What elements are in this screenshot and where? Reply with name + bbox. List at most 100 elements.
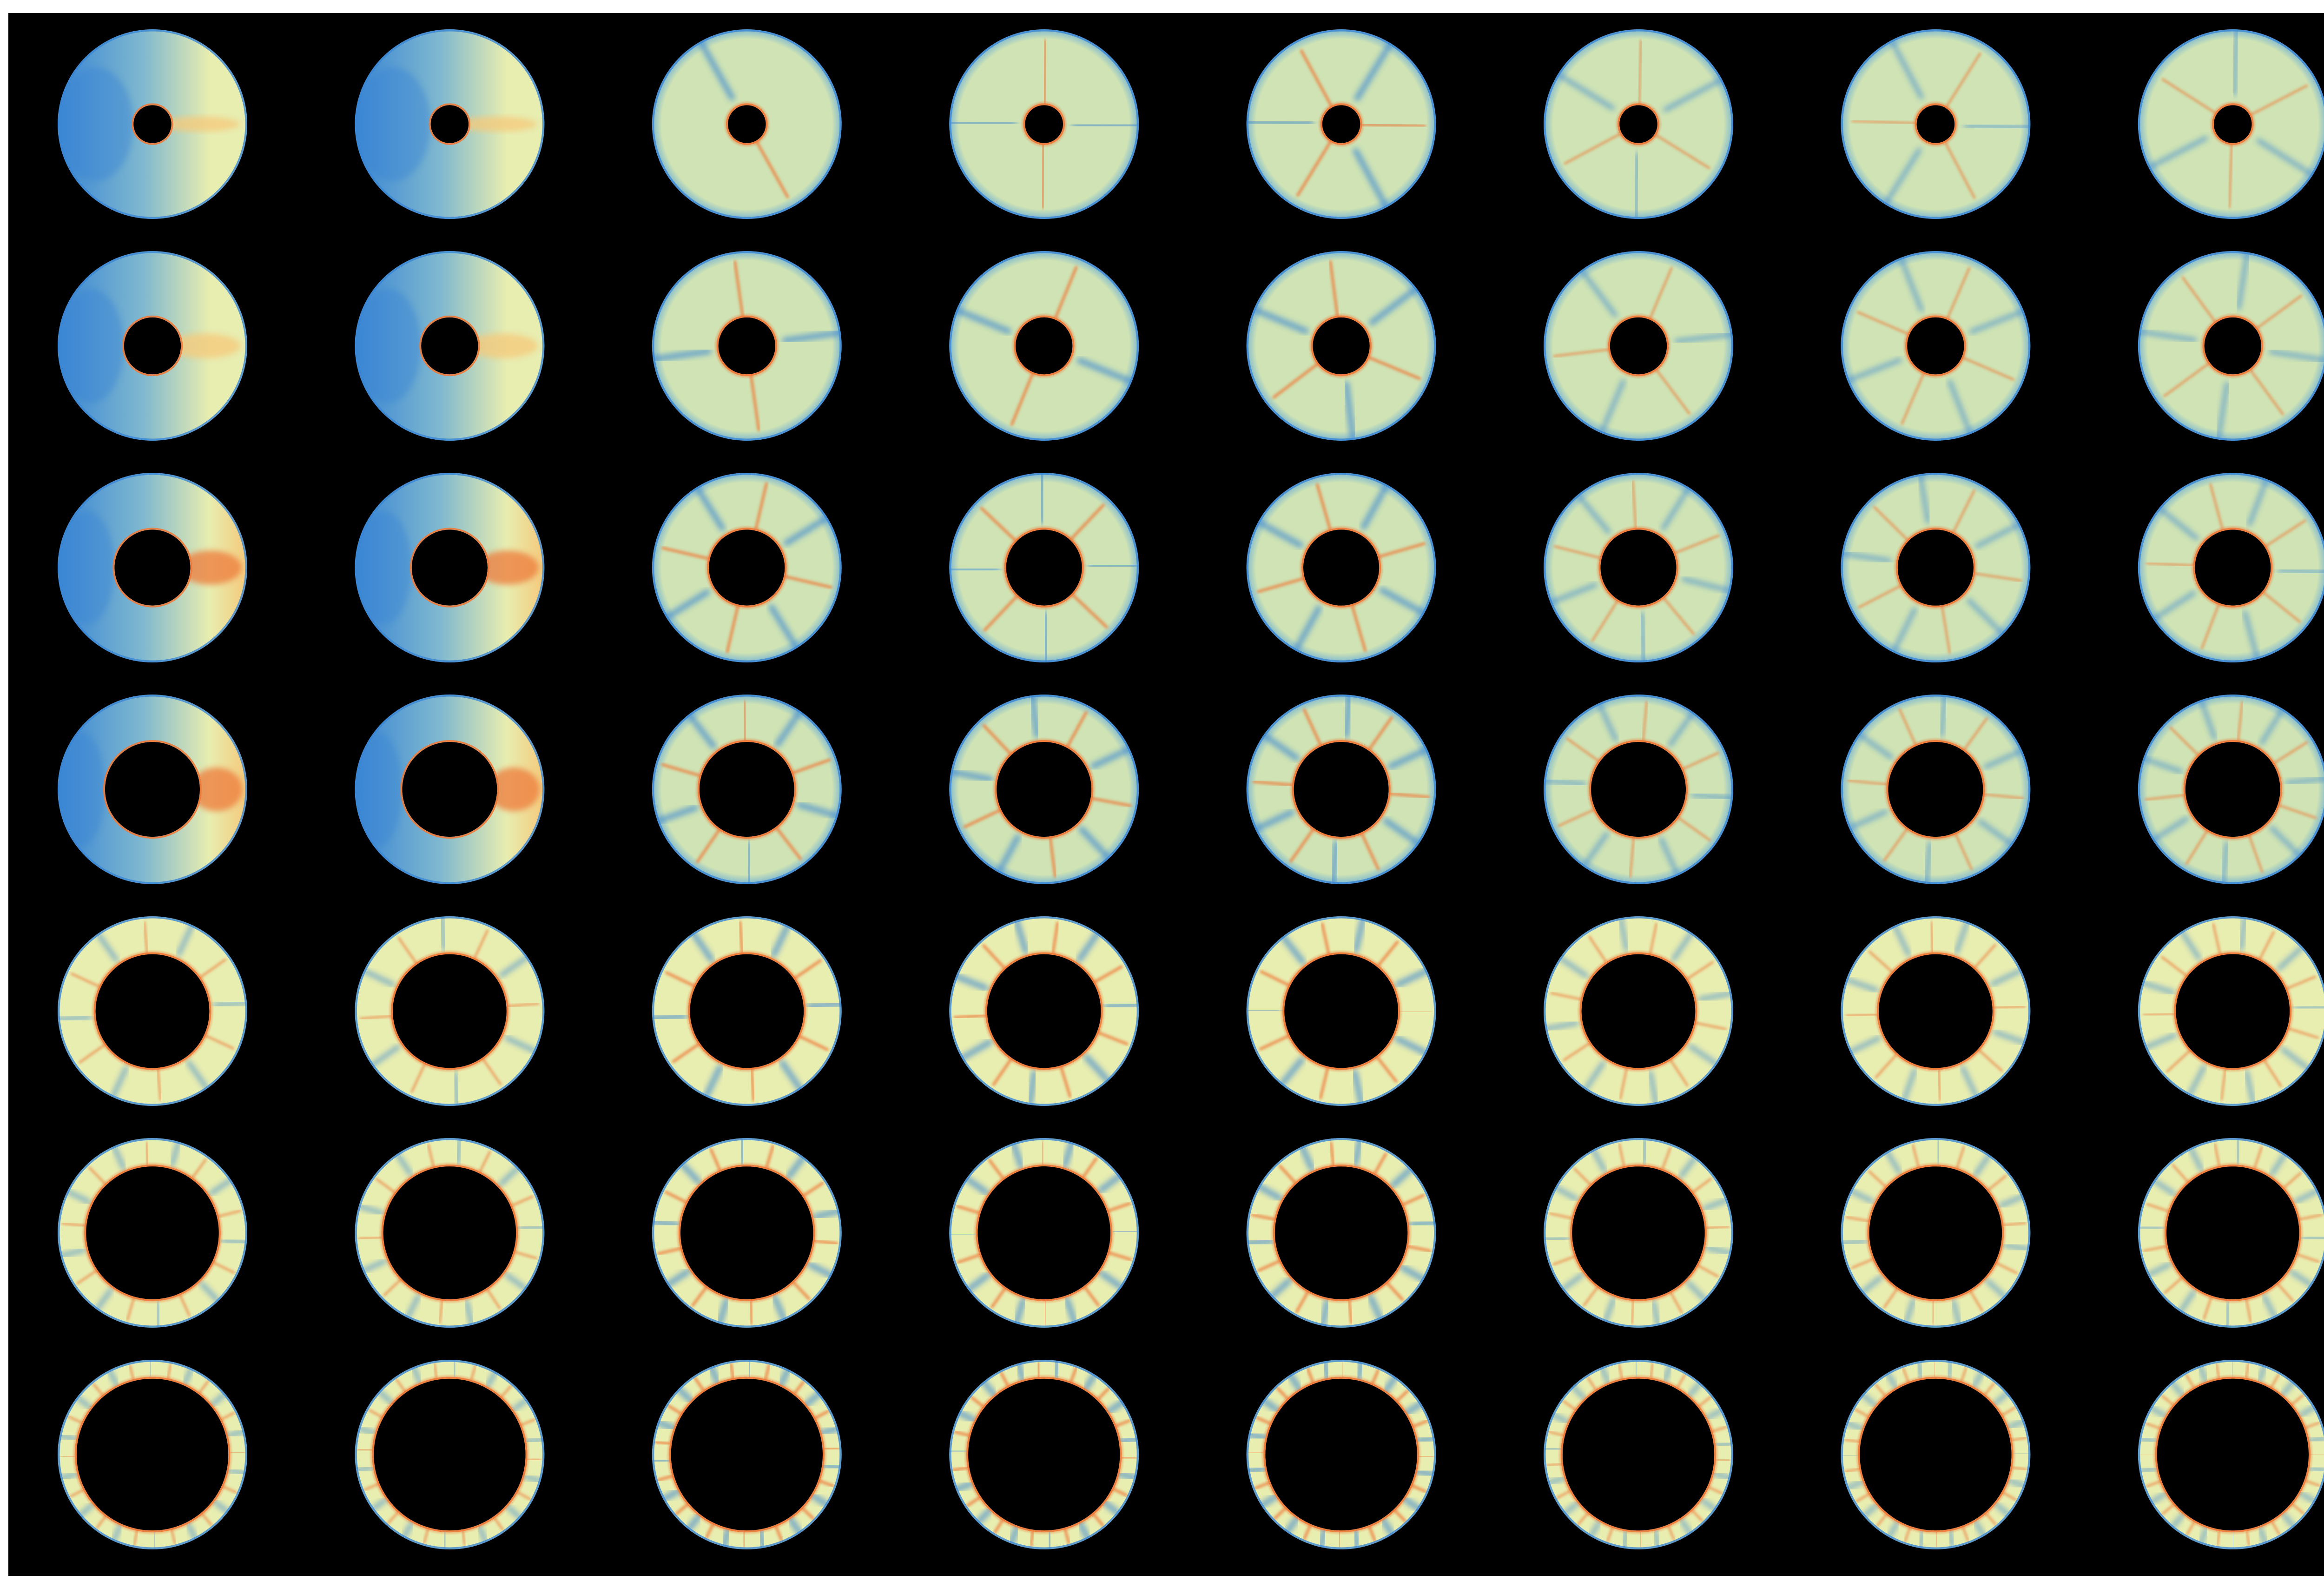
hot-plume — [1546, 1462, 1564, 1467]
hot-plume — [2271, 741, 2308, 765]
cold-plume — [1847, 810, 1888, 830]
cold-plume — [686, 711, 717, 749]
cold-plume — [1088, 562, 1139, 569]
cold-plume — [1355, 1360, 1365, 1381]
cold-plume — [1246, 1431, 1268, 1441]
hot-plume — [1631, 480, 1637, 531]
cold-plume — [1639, 612, 1647, 662]
cold-plume — [1318, 1528, 1327, 1549]
cold-plume — [953, 307, 1011, 334]
inner-hot-boundary — [2212, 103, 2254, 145]
cold-plume — [1548, 583, 1598, 605]
outer-cold-boundary — [652, 251, 842, 441]
inner-hot-boundary — [1579, 952, 1697, 1070]
cold-plume — [2247, 477, 2269, 526]
hot-plume — [1685, 961, 1714, 981]
cold-plume — [523, 1475, 543, 1483]
hot-plume — [465, 333, 538, 358]
cold-plume — [1352, 1069, 1365, 1106]
cold-plume — [1571, 1384, 1586, 1400]
cold-plume — [2270, 826, 2302, 858]
hot-plume — [1329, 260, 1339, 319]
cold-plume — [1287, 1372, 1302, 1391]
hot-plume — [1070, 592, 1108, 629]
cold-plume — [1576, 493, 1611, 534]
hot-plume — [2181, 276, 2217, 324]
hot-plume — [1713, 1458, 1731, 1462]
cold-plume — [478, 1525, 488, 1544]
cold-plume — [58, 1434, 78, 1441]
outer-cold-boundary — [58, 916, 247, 1106]
cold-plume — [1252, 809, 1295, 833]
hot-plume — [1392, 1508, 1406, 1522]
hot-plume — [661, 546, 712, 561]
hot-plume — [143, 921, 148, 956]
hot-plume — [1010, 371, 1035, 426]
hot-plume — [1029, 1528, 1035, 1547]
cold-plume — [652, 348, 712, 362]
cold-plume — [1642, 1138, 1647, 1165]
hot-plume — [990, 1285, 1008, 1309]
hot-plume — [1639, 1529, 1642, 1548]
cold-plume — [1383, 1374, 1399, 1393]
hot-plume — [1573, 1167, 1593, 1187]
hot-plume — [1951, 490, 1975, 535]
hot-plume — [1868, 1170, 1888, 1189]
hot-plume — [2255, 295, 2303, 330]
cold-plume — [2138, 329, 2197, 342]
hot-plume — [970, 1396, 986, 1409]
hot-plume — [1883, 1286, 1899, 1309]
hot-plume — [1041, 141, 1045, 209]
cold-plume — [1103, 1001, 1139, 1010]
hot-plume — [956, 1204, 982, 1215]
inner-hot-boundary — [1618, 103, 1659, 145]
cold-plume — [771, 922, 791, 958]
hot-plume — [1845, 1013, 1880, 1017]
hot-plume — [2164, 1276, 2184, 1294]
hot-plume — [1955, 1145, 1965, 1171]
hot-plume — [1854, 1408, 1871, 1418]
hot-plume — [1562, 1400, 1578, 1412]
cold-plume — [1544, 778, 1586, 786]
hot-plume — [1981, 793, 2024, 800]
cold-plume — [1403, 1496, 1422, 1512]
cold-plume — [1560, 1273, 1584, 1291]
cold-plume — [1280, 933, 1306, 965]
cold-plume — [1663, 1363, 1672, 1383]
hot-plume — [693, 1377, 706, 1393]
hot-plume — [782, 575, 832, 589]
hot-plume — [519, 1418, 536, 1427]
cold-plume — [1077, 1521, 1091, 1542]
cold-plume — [1117, 1471, 1139, 1481]
cold-plume — [1589, 1521, 1601, 1539]
cold-plume — [1860, 1392, 1877, 1407]
cold-plume — [1885, 1149, 1901, 1174]
hot-plume — [2172, 1164, 2190, 1184]
inner-hot-boundary — [688, 952, 806, 1070]
cold-plume — [1994, 1502, 2011, 1517]
cold-plume — [1352, 1138, 1363, 1167]
cold-plume — [949, 566, 1001, 573]
cold-plume — [1299, 1144, 1315, 1171]
hot-plume — [1366, 355, 1421, 380]
cold-plume — [2290, 1270, 2314, 1287]
outer-cold-boundary — [1246, 1138, 1436, 1328]
hot-plume — [1856, 311, 1911, 336]
cold-plume — [652, 1219, 680, 1228]
cold-plume — [1916, 1360, 1923, 1379]
inner-hot-boundary — [1282, 952, 1400, 1070]
outer-cold-boundary — [1544, 916, 1733, 1106]
cold-plume — [499, 955, 529, 978]
inner-hot-boundary — [372, 1376, 528, 1533]
cold-plume — [694, 484, 726, 531]
cold-plume — [1015, 1360, 1026, 1382]
hot-plume — [2146, 1203, 2171, 1213]
hot-plume — [1690, 1508, 1703, 1522]
hot-plume — [1875, 1383, 1888, 1398]
outer-cold-boundary — [1841, 695, 2031, 884]
hot-plume — [423, 1526, 430, 1544]
cold-region — [355, 732, 403, 847]
cold-plume — [442, 1531, 447, 1550]
hot-plume — [774, 1523, 783, 1542]
inner-hot-boundary — [122, 315, 183, 377]
